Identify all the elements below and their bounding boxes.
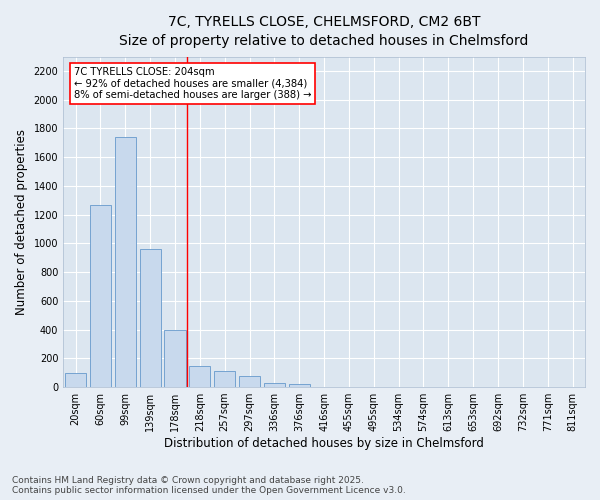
- Title: 7C, TYRELLS CLOSE, CHELMSFORD, CM2 6BT
Size of property relative to detached hou: 7C, TYRELLS CLOSE, CHELMSFORD, CM2 6BT S…: [119, 15, 529, 48]
- Bar: [289, 384, 310, 387]
- Bar: [115, 137, 136, 387]
- X-axis label: Distribution of detached houses by size in Chelmsford: Distribution of detached houses by size …: [164, 437, 484, 450]
- Y-axis label: Number of detached properties: Number of detached properties: [15, 129, 28, 315]
- Bar: [264, 383, 285, 387]
- Bar: [140, 249, 161, 387]
- Text: Contains HM Land Registry data © Crown copyright and database right 2025.
Contai: Contains HM Land Registry data © Crown c…: [12, 476, 406, 495]
- Bar: [65, 372, 86, 387]
- Text: 7C TYRELLS CLOSE: 204sqm
← 92% of detached houses are smaller (4,384)
8% of semi: 7C TYRELLS CLOSE: 204sqm ← 92% of detach…: [74, 66, 311, 100]
- Bar: [214, 372, 235, 387]
- Bar: [90, 204, 111, 387]
- Bar: [164, 330, 185, 387]
- Bar: [189, 366, 211, 387]
- Bar: [239, 376, 260, 387]
